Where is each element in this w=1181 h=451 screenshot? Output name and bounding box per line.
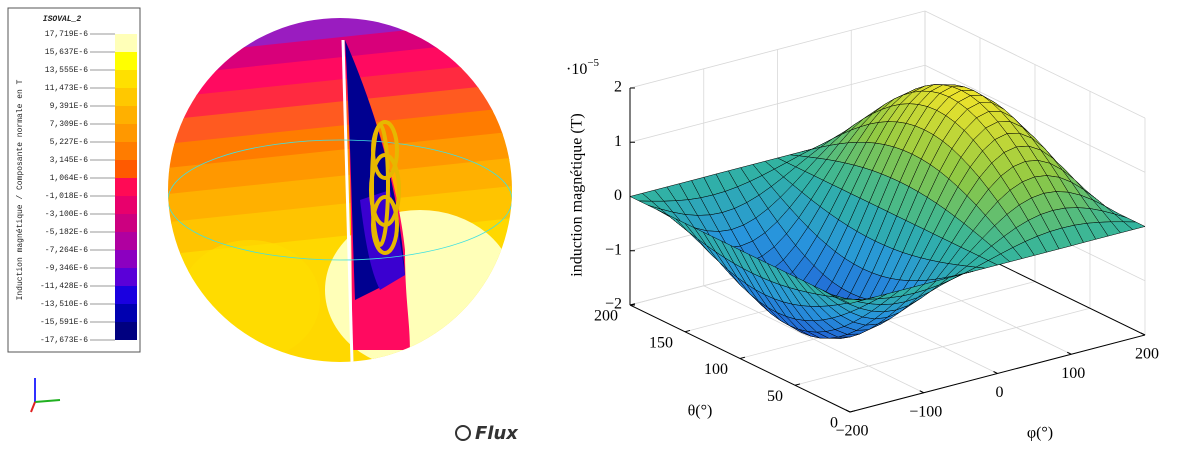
tick-mark: [685, 330, 690, 331]
legend-swatch: [115, 124, 137, 142]
legend-label: 9,391E-6: [50, 102, 89, 111]
legend-label: 11,473E-6: [45, 84, 88, 93]
axis-icon: [31, 378, 60, 412]
z-tick-label: 2: [614, 79, 622, 96]
z-tick-label: −1: [605, 241, 622, 258]
tick-mark: [1067, 352, 1071, 354]
legend-swatch: [115, 52, 137, 70]
legend-label: -15,591E-6: [40, 318, 88, 327]
phi-tick-label: 200: [1135, 346, 1159, 363]
phi-tick-label: 0: [996, 384, 1004, 401]
tick-mark: [740, 357, 745, 358]
legend-swatch: [115, 304, 137, 322]
tick-mark: [850, 411, 855, 412]
z-tick-label: 1: [614, 133, 622, 150]
legend-swatch: [115, 232, 137, 250]
legend-label: -9,346E-6: [45, 264, 88, 273]
tick-mark: [1141, 333, 1145, 335]
legend-swatch: [115, 286, 137, 304]
brand-icon: [456, 426, 470, 440]
legend-label: -13,510E-6: [40, 300, 88, 309]
legend-swatch: [115, 106, 137, 124]
legend-label: -7,264E-6: [45, 246, 88, 255]
legend-label: -17,673E-6: [40, 336, 88, 345]
legend-swatch: [115, 88, 137, 106]
legend-label: -3,100E-6: [45, 210, 88, 219]
tick-mark: [846, 410, 850, 412]
legend-label: 15,637E-6: [45, 48, 88, 57]
theta-axis-label: θ(°): [688, 403, 713, 420]
legend-swatch: [115, 142, 137, 160]
legend-swatch: [115, 178, 137, 196]
surface: [630, 85, 1145, 339]
legend-label: 13,555E-6: [45, 66, 88, 75]
legend-swatch: [115, 268, 137, 286]
legend-swatch: [115, 196, 137, 214]
legend-label: 3,145E-6: [50, 156, 89, 165]
legend-label: -11,428E-6: [40, 282, 88, 291]
legend-swatch: [115, 214, 137, 232]
legend-label: 1,064E-6: [50, 174, 89, 183]
sphere: [132, 0, 548, 395]
legend-label: -5,182E-6: [45, 228, 88, 237]
theta-tick-label: 150: [649, 334, 673, 351]
legend-swatch: [115, 70, 137, 88]
phi-tick-label: −200: [835, 423, 868, 440]
z-tick-label: 0: [614, 187, 622, 204]
brand: Flux: [475, 423, 519, 444]
phi-tick-label: 100: [1061, 365, 1085, 382]
legend-label: -1,018E-6: [45, 192, 88, 201]
legend-swatch: [115, 250, 137, 268]
legend-axis-label: Induction magnétique / Composante normal…: [16, 79, 25, 300]
phi-tick-label: −100: [909, 403, 942, 420]
phi-axis-label: φ(°): [1027, 425, 1053, 442]
tick-mark: [795, 384, 800, 385]
legend-swatch: [115, 160, 137, 178]
theta-tick-label: 200: [594, 308, 618, 325]
legend-label: 17,719E-6: [45, 30, 88, 39]
legend-label: 5,227E-6: [50, 138, 89, 147]
legend-swatch: [115, 34, 137, 52]
z-axis-label: induction magnétique (T): [569, 113, 586, 277]
legend-swatch: [115, 322, 137, 340]
theta-tick-label: 50: [767, 388, 783, 405]
tick-mark: [994, 372, 998, 374]
theta-tick-label: 100: [704, 361, 728, 378]
legend-title: ISOVAL_2: [43, 15, 82, 24]
legend-label: 7,309E-6: [50, 120, 89, 129]
tick-mark: [920, 391, 924, 393]
multiplier: ·10−5: [566, 57, 600, 78]
